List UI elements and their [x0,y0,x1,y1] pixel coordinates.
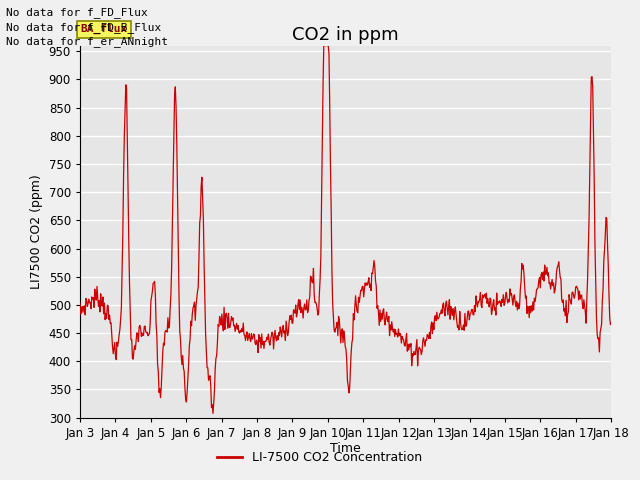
Text: No data for f_er_ANnight: No data for f_er_ANnight [6,36,168,47]
X-axis label: Time: Time [330,443,361,456]
Text: BA_flux: BA_flux [80,24,127,35]
Legend: LI-7500 CO2 Concentration: LI-7500 CO2 Concentration [212,446,428,469]
Title: CO2 in ppm: CO2 in ppm [292,26,399,44]
Text: No data for f_FD_B_Flux: No data for f_FD_B_Flux [6,22,162,33]
Text: No data for f_FD_Flux: No data for f_FD_Flux [6,7,148,18]
Y-axis label: LI7500 CO2 (ppm): LI7500 CO2 (ppm) [30,174,43,289]
